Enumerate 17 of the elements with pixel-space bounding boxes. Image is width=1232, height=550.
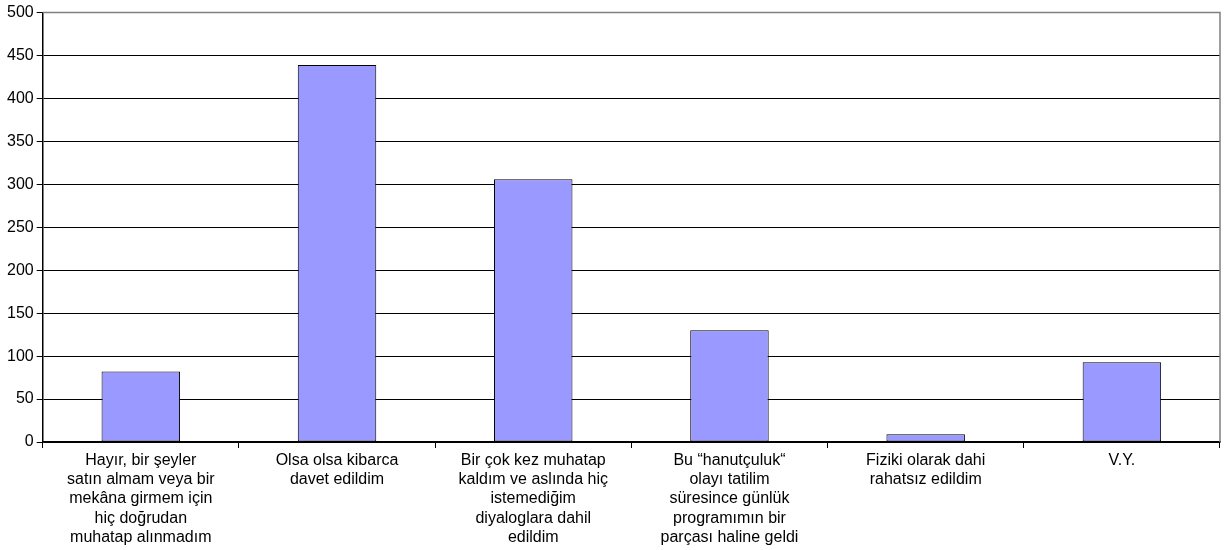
x-tick-label: Bir çok kez muhatap kaldım ve aslında hiç istemediğim diyaloglara dahil edildim	[458, 451, 608, 545]
y-tick-label: 100	[6, 346, 34, 364]
x-tick-label: Hayır, bir şeyler satın almam veya bir mekâna girmem için hiç doğrudan muhatap alınmadım	[67, 451, 216, 545]
x-tick-label: Bu “hanutçuluk“ olayı tatilim süresince günlük programımın bir parçası haline geldi	[660, 451, 799, 545]
y-tick-label: 500	[6, 3, 34, 21]
y-tick-label: 200	[6, 260, 34, 278]
y-tick-label: 350	[6, 131, 34, 149]
y-tick-label: 300	[6, 174, 34, 192]
y-tick-label: 450	[6, 45, 34, 63]
x-tick-label: Olsa olsa kibarca davet edildim	[275, 451, 399, 488]
y-tick-label: 250	[6, 217, 34, 235]
x-tick-label: Fiziki olarak dahi rahatsız edildim	[866, 451, 986, 488]
y-tick-label: 0	[24, 432, 34, 450]
y-tick-label: 150	[6, 303, 34, 321]
y-tick-label: 50	[15, 389, 34, 407]
y-tick-label: 400	[6, 88, 34, 106]
x-tick-label: V.Y.	[1108, 451, 1136, 469]
